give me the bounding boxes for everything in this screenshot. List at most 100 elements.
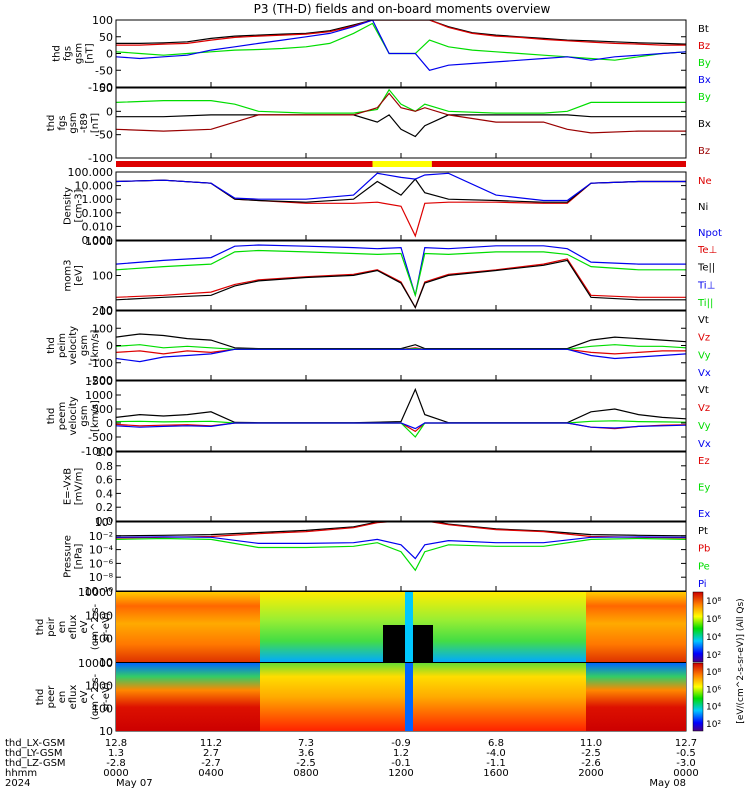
y-tick-label: 0.6 [96,474,114,487]
series-line-peim_velocity-1 [116,347,686,355]
y-tick-label: 100 [92,14,113,27]
y-axis-label: sr-eV) [101,682,112,711]
y-tick-label: 0 [106,417,113,430]
x-axis-value: -2.5 [296,758,316,769]
y-tick-label: 1000 [85,680,113,693]
y-tick-label: 0 [106,105,113,118]
y-tick-label: 0.010 [82,220,114,233]
y-tick-label: 50 [99,82,113,95]
y-tick-label: 10⁻² [89,530,113,543]
series-line-fgs_gsm_minus_t89-0 [116,88,686,114]
y-axis-label: E=-VxB [63,468,74,505]
legend-entry: Vy [698,350,711,361]
colorbar-tick-label: 10² [706,651,721,661]
y-tick-label: 1.000 [82,193,114,206]
x-axis-labels: thd_LX-GSM 12.8 11.2 7.3 -0.9 6.8 11.0 12.7 thd_… [5,738,699,789]
y-axis-label: [nPa] [74,543,85,569]
state-bar-segment-2 [431,161,686,167]
y-tick-label: 1.0 [96,446,114,459]
y-tick-label: -50 [95,129,113,142]
x-axis-value: May 07 [116,778,153,789]
legend-entry: Pi [698,579,707,590]
colorbar-tick-label: 10⁶ [706,685,721,695]
x-axis-value: 1.3 [108,748,124,759]
x-axis-value: 0800 [293,768,318,779]
series-line-peem_velocity-2 [116,420,686,438]
x-axis-value: 12.7 [675,738,697,749]
y-axis-label: peim [57,333,68,358]
y-axis-label: Pressure [63,535,74,578]
x-axis-value: -2.8 [106,758,126,769]
panel-frame [115,451,687,522]
panel-frame [115,521,687,592]
y-tick-label: 10 [99,725,113,738]
legend-entry: Ez [698,456,710,467]
y-tick-label: 500 [92,403,113,416]
x-axis-value: 12.8 [105,738,127,749]
x-axis-value: 1600 [483,768,508,779]
y-axis-label: thd [46,408,57,425]
x-axis-value: 7.3 [298,738,314,749]
x-axis-value: -2.7 [201,758,221,769]
legend-entry: Ey [698,483,710,494]
legend-entry: Pb [698,544,710,555]
y-axis-label: peer [46,685,57,709]
y-tick-label: 50 [99,31,113,44]
y-tick-label: -200 [88,374,113,387]
y-tick-label: 10⁰ [95,516,114,529]
y-tick-label: 1000 [85,609,113,622]
y-axis-label: -t89 [79,113,90,133]
y-tick-label: 10⁻⁶ [89,557,114,570]
y-tick-label: 0.8 [96,460,114,473]
x-axis-value: May 08 [649,778,686,789]
x-axis-row-label: 2024 [5,778,30,789]
y-axis-label: peir [46,616,57,636]
y-axis-label: eflux [68,615,79,640]
series-line-pressure-3 [116,536,686,560]
series-line-pressure-0 [116,522,686,537]
peir-spectrogram-right [586,592,686,662]
series-line-peim_velocity-3 [116,348,686,363]
x-axis-row-label: thd_LZ-GSM [5,758,66,769]
state-bar-segment-1 [372,161,432,167]
y-tick-label: 10000 [78,657,113,670]
panel-frame [115,240,687,311]
series-line-fgs_gsm-0 [116,20,686,45]
series-line-density-1 [116,178,686,203]
x-axis-value: -2.5 [581,748,601,759]
x-axis-value: 1.2 [393,748,409,759]
y-axis-label: [eV] [74,265,85,286]
peer-spectrogram [116,663,686,731]
peer-spectrogram-right [586,663,686,731]
panel-fgs_gsm_minus_t89: 50 0 -50 -100 thd fgs gsm -t89 [nT] By Bx Bz [46,82,711,165]
x-axis-value: -3.0 [676,758,696,769]
y-tick-label: 100 [92,322,113,335]
y-axis-label: fgs [63,46,74,61]
colorbar-tick-label: 10⁸ [706,668,721,678]
series-line-fgs_gsm_minus_t89-2 [116,92,686,134]
panel-electric_field: 1.00.80.60.40.20.0 E=-VxB [mV/m] Ez Ey Ex [63,446,711,528]
y-tick-label: 10.000 [75,180,114,193]
series-line-fgs_gsm_minus_t89-1 [116,114,686,138]
y-axis-label: Density [63,187,74,225]
y-tick-label: 100 [92,633,113,646]
y-tick-label: 0 [106,340,113,353]
y-axis-label: thd [52,45,63,62]
colorbar-label: [eV/(cm^2-s-sr-eV)] (All Qs) [736,598,746,723]
series-line-density-2 [116,172,686,202]
legend-entry: Vt [698,315,709,326]
y-tick-label: 1000 [85,389,113,402]
x-axis-value: 11.2 [200,738,222,749]
x-axis-value: -1.1 [486,758,506,769]
x-axis-value: 11.0 [580,738,602,749]
y-axis-label: velocity [68,396,79,435]
colorbar-tick-label: 10⁴ [706,703,721,713]
legend-entry: Npot [698,228,722,239]
y-tick-label: 100.000 [68,166,114,179]
y-axis-label: mom3 [63,260,74,292]
legend-entry: Bx [698,119,711,130]
legend-entry: Ex [698,509,710,520]
series-line-temperature-2 [116,244,686,296]
